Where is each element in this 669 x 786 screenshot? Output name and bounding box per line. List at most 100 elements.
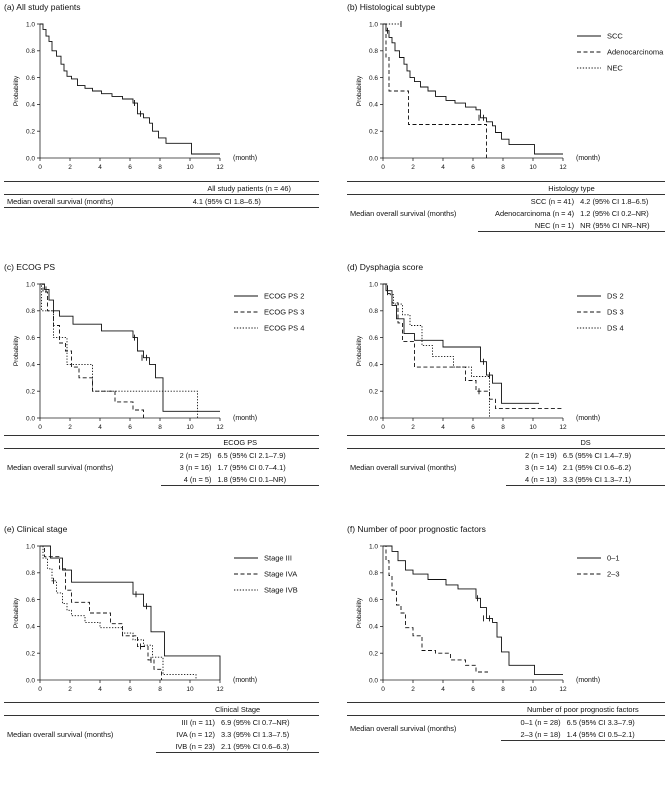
table-row: NEC (n = 1) NR (95% CI NR–NR) xyxy=(347,219,665,232)
group-label xyxy=(179,194,190,208)
panel-histological-subtype: (b) Histological subtype 0.0 0.2 0.4 0.6 0.8… xyxy=(347,2,667,252)
km-curve-solid xyxy=(383,545,563,676)
y-tick-label: 0.0 xyxy=(26,677,35,684)
table-row: 4 (n = 13) 3.3 (95% CI 1.3–7.1) xyxy=(347,473,665,486)
x-tick-label: 10 xyxy=(529,424,537,431)
table-header: Clinical Stage xyxy=(156,702,319,716)
x-tick-label: 6 xyxy=(128,424,132,431)
x-tick-label: 8 xyxy=(501,164,505,171)
y-tick-label: 0.4 xyxy=(26,624,35,631)
x-tick-label: 10 xyxy=(529,686,537,693)
panel-title: (f) Number of poor prognostic factors xyxy=(347,524,486,534)
legend-label: 2–3 xyxy=(607,570,620,579)
table-row: Median overall survival (months) SCC (n … xyxy=(347,195,665,218)
x-tick-label: 8 xyxy=(501,686,505,693)
group-label: NEC (n = 1) xyxy=(477,219,578,232)
median-value: 4.2 (95% CI 1.8–6.5) xyxy=(580,196,649,206)
median-value: 1.8 (95% CI 0.1–NR) xyxy=(214,473,319,486)
table-row: Adenocarcinoma (n = 4) 1.2 (95% CI 0.2–N… xyxy=(347,207,665,219)
y-tick-label: 0.2 xyxy=(26,389,35,396)
row-label: Median overall survival (months) xyxy=(350,208,457,218)
x-tick-label: 2 xyxy=(411,686,415,693)
km-curve-dashed xyxy=(40,283,144,418)
y-axis-label: Probability xyxy=(356,335,363,366)
x-tick-label: 12 xyxy=(559,686,567,693)
y-tick-label: 0.0 xyxy=(369,677,378,684)
panel-ecog-ps: (c) ECOG PS 0.0 0.2 0.4 0.6 0.8 1.0 0 2 4 6 8 10 12 P… xyxy=(4,262,324,512)
row-label: Median overall survival (months) xyxy=(350,723,457,733)
median-value: 3.3 (95% CI 1.3–7.1) xyxy=(559,473,665,486)
x-tick-label: 10 xyxy=(186,424,194,431)
y-tick-label: 0.0 xyxy=(369,415,378,422)
group-label: III (n = 11) xyxy=(181,717,215,727)
legend-label: 0–1 xyxy=(607,554,620,563)
x-tick-label: 12 xyxy=(216,686,224,693)
y-axis-label: Probability xyxy=(13,597,20,628)
legend-label: Stage III xyxy=(264,554,292,563)
y-tick-label: 0.8 xyxy=(26,48,35,55)
panel-title: (b) Histological subtype xyxy=(347,2,436,12)
survival-table-clinical-stage: Clinical Stage Median overall survival (… xyxy=(4,702,319,753)
y-axis-label: Probability xyxy=(356,597,363,628)
median-value: 2.1 (95% CI 0.6–6.3) xyxy=(217,740,319,753)
y-tick-label: 0.0 xyxy=(26,415,35,422)
panel-poor-prognostic-factors: (f) Number of poor prognostic factors 0.… xyxy=(347,524,667,774)
legend-label: ECOG PS 2 xyxy=(264,292,304,301)
x-axis-label: (month) xyxy=(576,677,600,684)
panel-title: (d) Dysphagia score xyxy=(347,262,424,272)
y-tick-label: 0.2 xyxy=(369,389,378,396)
km-curve-dotted xyxy=(40,545,197,680)
median-value: 1.4 (95% CI 0.5–2.1) xyxy=(563,728,665,741)
y-tick-label: 0.8 xyxy=(369,570,378,577)
group-label: 4 (n = 5) xyxy=(161,473,215,486)
y-tick-label: 0.2 xyxy=(369,651,378,658)
km-curve-dotted xyxy=(40,283,198,418)
km-plot-all-patients: 0.0 0.2 0.4 0.6 0.8 1.0 0 2 4 6 8 10 12 Probability (m… xyxy=(13,21,257,171)
median-value: 4.1 (95% CI 1.8–6.5) xyxy=(189,194,319,208)
survival-table-prognostic-factors: Number of poor prognostic factors Median… xyxy=(347,702,665,741)
y-tick-label: 1.0 xyxy=(26,21,35,28)
km-curve-solid xyxy=(40,23,220,155)
x-axis-label: (month) xyxy=(233,155,257,162)
y-tick-label: 0.8 xyxy=(26,308,35,315)
table-row: 3 (n = 14) 2.1 (95% CI 0.6–6.2) xyxy=(347,461,665,473)
x-tick-label: 10 xyxy=(529,164,537,171)
y-tick-label: 0.8 xyxy=(369,48,378,55)
x-tick-label: 10 xyxy=(186,686,194,693)
y-tick-label: 0.2 xyxy=(369,129,378,136)
group-label: 3 (n = 16) xyxy=(179,462,212,472)
median-value: 6.5 (95% CI 3.3–7.9) xyxy=(566,717,635,727)
x-tick-label: 12 xyxy=(559,164,567,171)
y-tick-label: 1.0 xyxy=(369,21,378,28)
x-tick-label: 2 xyxy=(68,686,72,693)
y-tick-label: 0.8 xyxy=(369,308,378,315)
survival-table-dysphagia: DS Median overall survival (months) 2 (n… xyxy=(347,435,665,486)
x-axis-label: (month) xyxy=(576,155,600,162)
y-axis-label: Probability xyxy=(356,75,363,106)
group-label: IVA (n = 12) xyxy=(176,729,215,739)
y-tick-label: 0.8 xyxy=(26,570,35,577)
x-tick-label: 0 xyxy=(38,686,42,693)
x-axis-label: (month) xyxy=(576,415,600,422)
group-label: 4 (n = 13) xyxy=(506,473,560,486)
x-axis-label: (month) xyxy=(233,415,257,422)
x-tick-label: 0 xyxy=(381,164,385,171)
row-label: Median overall survival (months) xyxy=(7,729,114,739)
x-tick-label: 2 xyxy=(68,424,72,431)
legend-label: ECOG PS 4 xyxy=(264,324,304,333)
panel-dysphagia-score: (d) Dysphagia score 0.0 0.2 0.4 0.6 0.8 1.0 0 2… xyxy=(347,262,667,512)
panel-all-patients: (a) All study patients 0.0 0.2 0.4 0.6 0.8 1.… xyxy=(4,2,324,252)
group-label: 2 (n = 25) xyxy=(179,450,212,460)
x-tick-label: 4 xyxy=(98,164,102,171)
x-tick-label: 6 xyxy=(128,686,132,693)
x-tick-label: 6 xyxy=(471,424,475,431)
row-label: Median overall survival (months) xyxy=(7,462,114,472)
x-tick-label: 2 xyxy=(411,164,415,171)
median-value: 1.2 (95% CI 0.2–NR) xyxy=(580,208,649,218)
legend-label: Stage IVB xyxy=(264,586,298,595)
panel-clinical-stage: (e) Clinical stage 0.0 0.2 0.4 0.6 0.8 1.0 0 2 4… xyxy=(4,524,324,774)
table-row: 4 (n = 5) 1.8 (95% CI 0.1–NR) xyxy=(4,473,319,486)
table-row: IVA (n = 12) 3.3 (95% CI 1.3–7.5) xyxy=(4,728,319,740)
y-tick-label: 0.6 xyxy=(26,75,35,82)
x-tick-label: 0 xyxy=(38,424,42,431)
